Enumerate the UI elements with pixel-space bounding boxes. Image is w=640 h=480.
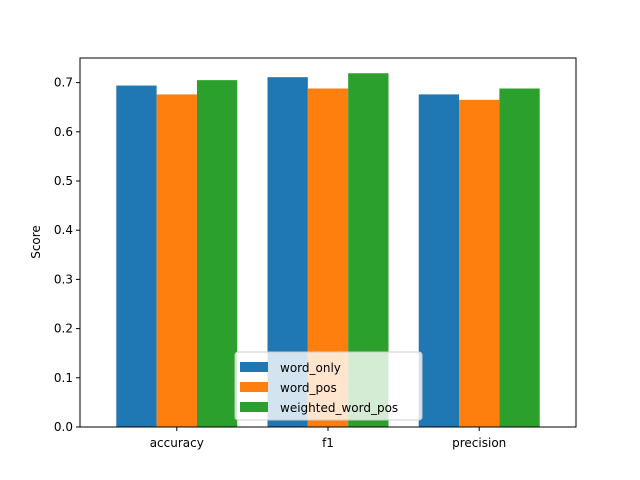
bar-weighted_word_pos-accuracy xyxy=(196,80,238,427)
legend-swatch-word_only xyxy=(240,362,268,372)
legend-label-word_pos: word_pos xyxy=(280,381,337,395)
y-tick-label: 0.0 xyxy=(54,420,73,434)
bar-word_only-accuracy xyxy=(116,85,157,428)
bar-word_pos-precision xyxy=(459,99,500,427)
legend-box xyxy=(234,351,423,421)
bar-word_pos-accuracy xyxy=(156,94,197,427)
y-tick-label: 0.2 xyxy=(54,322,73,336)
x-tick-label: accuracy xyxy=(150,436,204,450)
y-tick-label: 0.5 xyxy=(54,174,73,188)
y-tick-label: 0.7 xyxy=(54,76,73,90)
bar-weighted_word_pos-precision xyxy=(499,88,540,427)
y-axis: 0.0 0.1 0.2 0.3 0.4 0.5 0.6 0.7 xyxy=(54,76,80,434)
y-tick-label: 0.4 xyxy=(54,223,73,237)
y-tick-label: 0.6 xyxy=(54,125,73,139)
legend-swatch-word_pos xyxy=(240,382,268,392)
y-tick-label: 0.3 xyxy=(54,272,73,286)
y-tick-label: 0.1 xyxy=(54,371,73,385)
x-tick-label: precision xyxy=(452,436,506,450)
legend: word_only word_pos weighted_word_pos xyxy=(234,351,423,421)
x-axis: accuracy f1 precision xyxy=(150,427,506,450)
legend-swatch-weighted_word_pos xyxy=(240,402,268,412)
bar-word_only-precision xyxy=(418,94,460,427)
legend-label-weighted_word_pos: weighted_word_pos xyxy=(280,401,398,415)
legend-label-word_only: word_only xyxy=(280,361,341,375)
x-tick-label: f1 xyxy=(322,436,334,450)
y-axis-label: Score xyxy=(29,225,43,259)
